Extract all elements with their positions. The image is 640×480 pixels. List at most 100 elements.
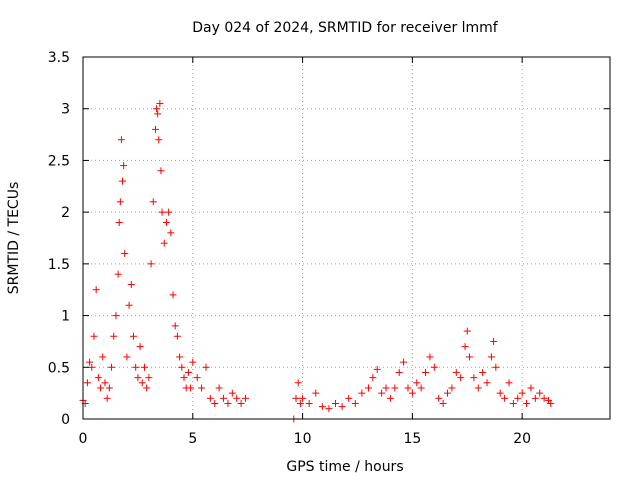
data-point (470, 374, 478, 382)
data-point (94, 374, 102, 382)
x-tick-label: 0 (79, 431, 88, 447)
data-point (220, 394, 228, 402)
x-axis-title: GPS time / hours (286, 459, 403, 475)
data-point (386, 394, 394, 402)
data-point (404, 384, 412, 392)
data-point (527, 384, 535, 392)
data-point (125, 301, 133, 309)
y-axis-title: SRMTID / TECUs (6, 182, 22, 295)
data-point (523, 399, 531, 407)
data-point (157, 167, 165, 175)
data-point (509, 399, 517, 407)
data-point (117, 136, 125, 144)
data-point (112, 312, 120, 320)
data-point (228, 389, 236, 397)
data-point (132, 363, 140, 371)
data-point (187, 384, 195, 392)
data-point (138, 379, 146, 387)
data-point (241, 394, 249, 402)
data-point (114, 270, 122, 278)
data-point (465, 353, 473, 361)
axis-ticks (82, 56, 610, 420)
data-point (151, 125, 159, 133)
data-point (83, 379, 91, 387)
data-point (215, 384, 223, 392)
data-point (184, 368, 192, 376)
data-point (92, 286, 100, 294)
data-point (514, 394, 522, 402)
data-point (140, 363, 148, 371)
data-point (474, 384, 482, 392)
data-point (90, 332, 98, 340)
data-point (130, 332, 138, 340)
data-point (198, 384, 206, 392)
data-point (305, 399, 313, 407)
data-point (373, 365, 381, 373)
y-tick-label: 3.5 (48, 50, 70, 66)
data-point (452, 368, 460, 376)
data-point (206, 394, 214, 402)
data-point (444, 389, 452, 397)
data-point (233, 394, 241, 402)
data-point (395, 368, 403, 376)
y-tick-label: 2 (61, 205, 70, 221)
data-point (189, 358, 197, 366)
data-point (531, 394, 539, 402)
data-point (461, 343, 469, 351)
data-point (86, 358, 94, 366)
data-point (345, 394, 353, 402)
data-point (115, 218, 123, 226)
data-points (79, 100, 555, 423)
data-point (312, 389, 320, 397)
data-point (292, 394, 300, 402)
data-point (294, 379, 302, 387)
data-point (119, 177, 127, 185)
data-point (237, 399, 245, 407)
data-point (439, 399, 447, 407)
data-point (193, 374, 201, 382)
data-point (496, 389, 504, 397)
data-point (487, 353, 495, 361)
y-tick-labels: 0 0.5 1 1.5 2 2.5 3 3.5 (48, 50, 70, 428)
data-point (136, 343, 144, 351)
data-point (299, 394, 307, 402)
data-point (351, 399, 359, 407)
data-point (202, 363, 210, 371)
data-point (160, 239, 168, 247)
data-point (127, 281, 135, 289)
grid-lines (83, 57, 610, 419)
data-point (358, 389, 366, 397)
data-point (101, 379, 109, 387)
x-tick-labels: 0 5 10 15 20 (79, 431, 532, 447)
data-point (457, 374, 465, 382)
data-point (120, 162, 128, 170)
data-point (105, 384, 113, 392)
data-point (422, 368, 430, 376)
data-point (518, 389, 526, 397)
data-point (448, 384, 456, 392)
data-point (176, 353, 184, 361)
data-point (180, 374, 188, 382)
data-point (169, 291, 177, 299)
data-point (426, 353, 434, 361)
data-point (332, 399, 340, 407)
data-point (408, 389, 416, 397)
data-point (165, 208, 173, 216)
data-point (435, 394, 443, 402)
data-point (338, 403, 346, 411)
y-tick-label: 1.5 (48, 257, 70, 273)
y-tick-label: 0 (61, 412, 70, 428)
data-point (173, 332, 181, 340)
data-point (108, 363, 116, 371)
data-point (378, 389, 386, 397)
y-tick-label: 0.5 (48, 360, 70, 376)
data-point (162, 218, 170, 226)
data-point (155, 136, 163, 144)
data-point (110, 332, 118, 340)
data-point (540, 394, 548, 402)
data-point (88, 363, 96, 371)
data-point (178, 363, 186, 371)
data-point (149, 198, 157, 206)
data-point (171, 322, 179, 330)
